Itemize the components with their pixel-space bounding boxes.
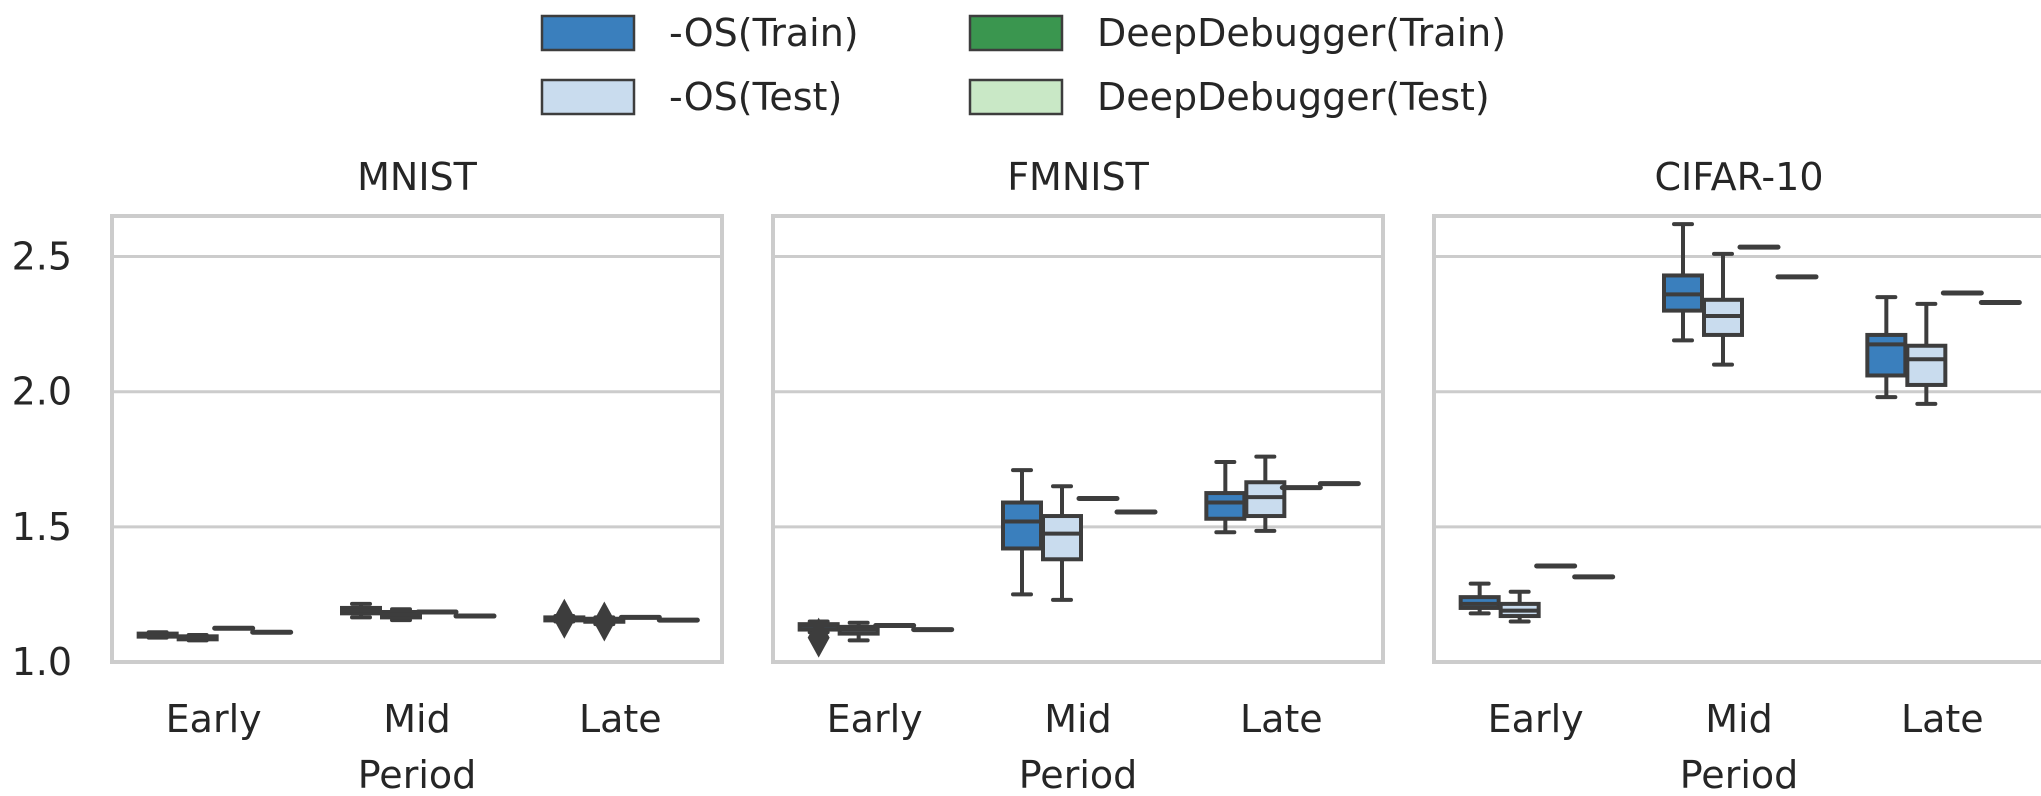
box-os_train — [797, 617, 840, 658]
legend-label: -OS(Test) — [669, 75, 842, 119]
box-body — [1001, 500, 1043, 551]
box-body — [1204, 491, 1247, 521]
outlier-marker — [807, 617, 830, 658]
panel-frame — [110, 214, 724, 664]
box-os_test — [1498, 589, 1541, 624]
x-tick-label: Late — [1901, 697, 1984, 741]
box-os_test — [1702, 251, 1744, 367]
box-os_train — [136, 630, 179, 640]
legend-swatch — [540, 78, 636, 116]
box-os_test — [1244, 454, 1287, 533]
box-os_train — [1204, 459, 1247, 535]
box-os_test — [176, 632, 219, 643]
x-tick-label: Early — [1488, 697, 1584, 741]
box-os_train — [1662, 222, 1704, 343]
legend-swatch — [540, 14, 636, 52]
outlier-marker — [553, 598, 576, 639]
x-axis-label: Period — [358, 753, 477, 796]
legend-label: DeepDebugger(Test) — [1097, 75, 1490, 119]
x-tick-label: Early — [166, 697, 262, 741]
x-tick-label: Late — [1240, 697, 1323, 741]
box-body — [1041, 514, 1083, 562]
box-body — [1865, 332, 1908, 378]
box-os_train — [1865, 295, 1908, 400]
box-body — [1905, 343, 1948, 387]
y-tick-label: 2.0 — [12, 370, 72, 414]
panel-fmnist: FMNIST Early Mid Late Period — [771, 155, 1385, 796]
box-os_train — [1001, 468, 1043, 597]
legend-label: DeepDebugger(Train) — [1097, 11, 1506, 55]
legend: -OS(Train) DeepDebugger(Train) -OS(Test) De… — [540, 11, 1506, 119]
x-tick-label: Mid — [1044, 697, 1111, 741]
x-tick-label: Mid — [1705, 697, 1772, 741]
box-os_test — [1041, 484, 1083, 602]
x-tick-label: Early — [827, 697, 923, 741]
x-axis-label: Period — [1680, 753, 1799, 796]
legend-swatch — [968, 14, 1064, 52]
x-axis-label: Period — [1019, 753, 1138, 796]
box-os_train — [1458, 581, 1501, 616]
box-os_train — [340, 601, 382, 620]
panel-title: CIFAR-10 — [1654, 155, 1823, 199]
panel-frame — [1432, 214, 2041, 664]
y-tick-label: 1.5 — [12, 505, 72, 549]
legend-swatch — [968, 78, 1064, 116]
panel-mnist: MNIST Early Mid Late Period — [110, 155, 724, 796]
y-tick-label: 1.0 — [12, 640, 72, 684]
x-tick-label: Late — [579, 697, 662, 741]
box-os_train — [543, 598, 586, 639]
outlier-marker — [593, 601, 616, 642]
box-os_test — [583, 601, 626, 642]
y-axis: 1.0 1.5 2.0 2.5 — [12, 235, 72, 684]
panels: MNIST Early Mid Late Period FMNIST Early Mid Lat… — [12, 155, 2041, 796]
x-tick-label: Mid — [383, 697, 450, 741]
box-os_test — [380, 607, 422, 623]
box-os_test — [837, 620, 880, 643]
box-os_test — [1905, 301, 1948, 406]
panel-title: MNIST — [357, 155, 478, 199]
panel-title: FMNIST — [1007, 155, 1149, 199]
y-tick-label: 2.5 — [12, 235, 72, 279]
panel-frame — [771, 214, 1385, 664]
legend-label: -OS(Train) — [669, 11, 859, 55]
box-body — [1244, 480, 1287, 519]
panel-cifar-10: CIFAR-10 Early Mid Late Period — [1432, 155, 2041, 796]
